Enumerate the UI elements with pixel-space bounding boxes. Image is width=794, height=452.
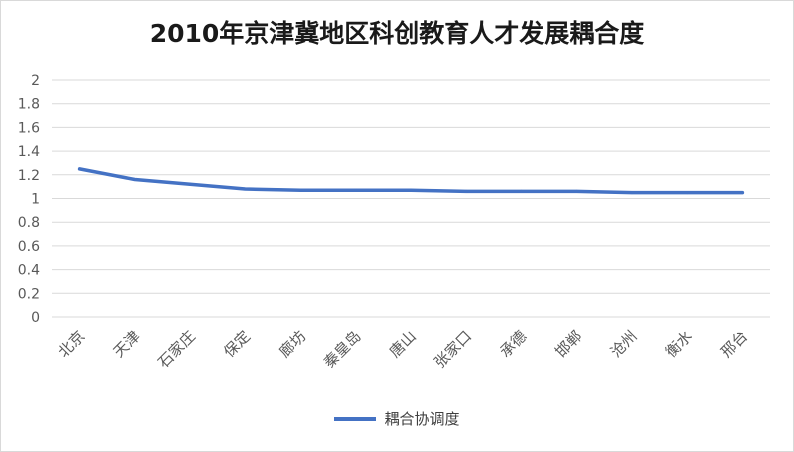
y-tick-label: 0.6 — [18, 239, 40, 255]
x-tick-label: 秦皇岛 — [320, 327, 365, 372]
data-point — [630, 191, 634, 195]
x-tick-label: 邢台 — [717, 327, 751, 361]
x-tick-label: 张家口 — [431, 327, 476, 372]
x-tick-label: 天津 — [110, 327, 144, 361]
data-point — [354, 188, 358, 192]
y-tick-label: 1.4 — [18, 144, 40, 160]
data-point — [519, 189, 523, 193]
y-tick-label: 0.8 — [18, 215, 40, 231]
legend-label: 耦合协调度 — [384, 410, 460, 428]
data-point — [409, 188, 413, 192]
gridlines — [52, 79, 770, 318]
data-point — [133, 178, 137, 182]
data-point — [78, 167, 82, 171]
x-tick-label: 石家庄 — [154, 327, 199, 372]
x-tick-label: 唐山 — [386, 327, 420, 361]
x-tick-label: 沧州 — [607, 327, 641, 361]
x-tick-label: 北京 — [54, 327, 88, 361]
x-tick-label: 邯郸 — [552, 327, 586, 361]
data-point — [299, 188, 303, 192]
x-axis-ticks: 北京 天津 石家庄 保定 廊坊 秦皇岛 唐山 张家口 承德 邯郸 沧州 衡水 邢台 — [54, 327, 751, 372]
data-point — [464, 189, 468, 193]
y-tick-label: 1.6 — [18, 120, 40, 136]
x-tick-label: 廊坊 — [275, 327, 309, 361]
y-tick-label: 2 — [31, 73, 40, 89]
y-tick-label: 0.4 — [18, 263, 40, 279]
x-tick-label: 衡水 — [662, 327, 696, 361]
y-tick-label: 0 — [31, 310, 40, 326]
data-point — [188, 182, 192, 186]
series-group — [77, 167, 745, 195]
y-tick-label: 1 — [31, 192, 40, 208]
data-point — [243, 187, 247, 191]
chart-title: 2010年京津冀地区科创教育人才发展耦合度 — [149, 19, 645, 48]
y-axis-ticks: 0 0.2 0.4 0.6 0.8 1 1.2 1.4 1.6 1.8 2 — [18, 73, 40, 326]
data-point — [575, 189, 579, 193]
y-tick-label: 1.2 — [18, 168, 40, 184]
y-tick-label: 0.2 — [18, 286, 40, 302]
x-tick-label: 承德 — [496, 327, 530, 361]
x-tick-label: 保定 — [220, 327, 254, 361]
legend: 耦合协调度 — [0, 408, 794, 429]
data-point — [740, 191, 744, 195]
data-point — [685, 191, 689, 195]
legend-swatch — [334, 416, 377, 421]
y-tick-label: 1.8 — [18, 97, 40, 113]
